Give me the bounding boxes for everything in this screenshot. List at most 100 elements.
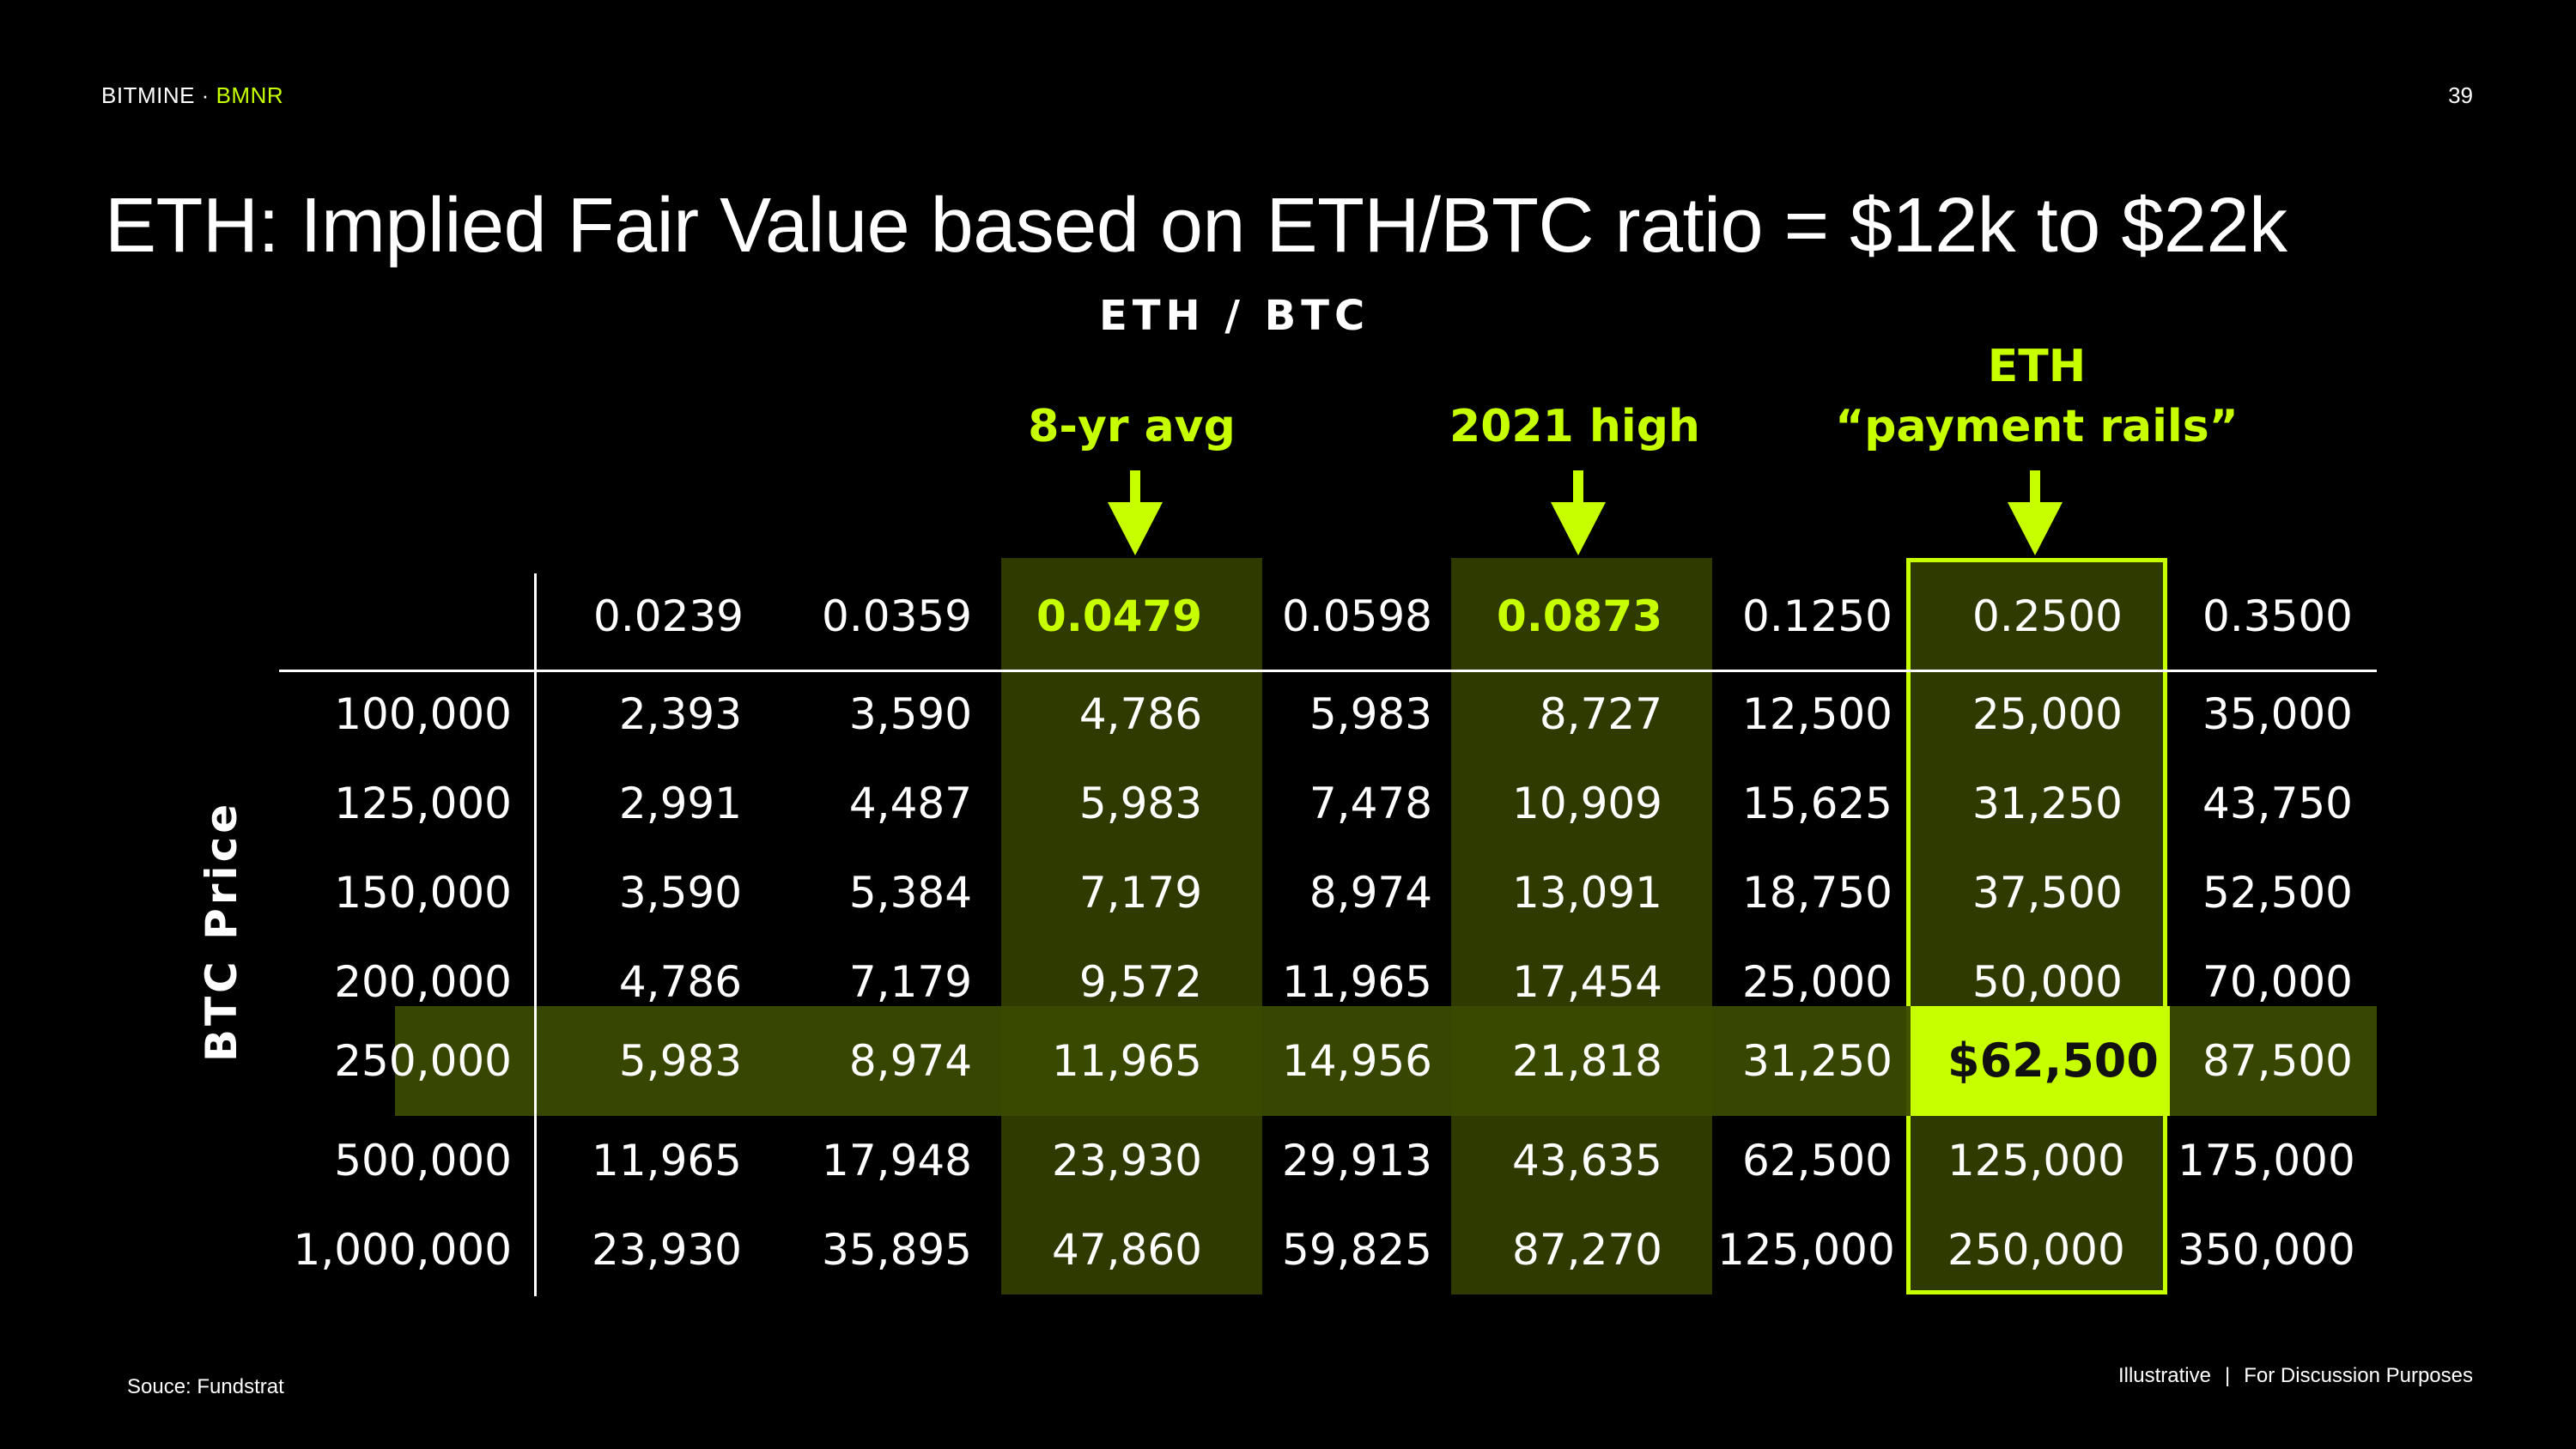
slide-title: ETH: Implied Fair Value based on ETH/BTC…	[105, 183, 2287, 269]
row-axis-label: BTC Price	[197, 800, 246, 1063]
column-header: 0.1250	[1742, 591, 1893, 641]
column-header: 0.0598	[1282, 591, 1432, 641]
eth-value-cell: 3,590	[618, 868, 742, 918]
eth-value-cell: 21,818	[1512, 1036, 1662, 1086]
eth-value-cell: 125,000	[1717, 1225, 1895, 1275]
column-header: 0.0359	[822, 591, 972, 641]
eth-value-cell: 5,983	[1078, 779, 1202, 828]
btc-price-cell: 150,000	[334, 868, 512, 918]
table-row: 250,000 5,983 8,974 11,965 14,956 21,818 31,25…	[0, 1016, 2576, 1106]
eth-value-cell: 4,487	[848, 779, 972, 828]
eth-value-cell: 8,974	[848, 1036, 972, 1086]
column-highlight-payment-rails	[1906, 558, 2167, 1294]
eth-value-cell: 31,250	[1742, 1036, 1893, 1086]
callout-2021-high: 2021 high	[1403, 397, 1747, 457]
eth-value-cell: 7,478	[1309, 779, 1432, 828]
cell-highlight-62500	[1911, 1006, 2170, 1116]
table-row: 125,000 2,991 4,487 5,983 7,478 10,909 15,625 3…	[0, 759, 2576, 848]
eth-value-cell: 11,965	[592, 1136, 742, 1185]
arrow-payment-rails-stem	[2030, 470, 2040, 505]
eth-value-cell: 37,500	[1972, 868, 2123, 918]
eth-value-cell: 87,500	[2202, 1036, 2353, 1086]
eth-value-cell: 11,965	[1282, 957, 1432, 1007]
callout-payment-rails-line1: ETH	[1987, 341, 2087, 392]
eth-value-cell: 59,825	[1282, 1225, 1432, 1275]
eth-value-cell: 13,091	[1512, 868, 1662, 918]
eth-value-cell: 10,909	[1512, 779, 1662, 828]
eth-value-cell: 350,000	[2178, 1225, 2355, 1275]
eth-value-cell: 23,930	[592, 1225, 742, 1275]
brand-name: BITMINE	[101, 82, 195, 108]
btc-price-cell: 200,000	[334, 957, 512, 1007]
eth-value-cell: 87,270	[1512, 1225, 1662, 1275]
eth-value-cell: 14,956	[1282, 1036, 1432, 1086]
eth-value-cell: 50,000	[1972, 957, 2123, 1007]
footer-disclaimer: Illustrative | For Discussion Purposes	[2118, 1364, 2473, 1388]
eth-value-cell: 8,974	[1309, 868, 1432, 918]
table-row: 100,000 2,393 3,590 4,786 5,983 8,727 12,500 25…	[0, 670, 2576, 759]
eth-value-cell: 12,500	[1742, 689, 1893, 739]
btc-price-cell: 250,000	[334, 1036, 512, 1086]
eth-value-cell: 2,393	[618, 689, 742, 739]
btc-price-cell: 500,000	[334, 1136, 512, 1185]
btc-price-cell: 1,000,000	[293, 1225, 512, 1275]
arrow-down-icon	[2008, 502, 2063, 555]
column-header: 0.0239	[593, 591, 744, 641]
eth-value-cell: 5,983	[1309, 689, 1432, 739]
callout-payment-rails: ETH “payment rails”	[1822, 336, 2251, 457]
page-number: 39	[2448, 82, 2473, 108]
column-axis-label: ETH / BTC	[1099, 292, 1370, 340]
eth-value-cell: 17,454	[1512, 957, 1662, 1007]
btc-price-cell: 125,000	[334, 779, 512, 828]
footer-illustrative: Illustrative	[2117, 1364, 2211, 1387]
eth-value-cell: 5,384	[848, 868, 972, 918]
eth-value-cell: 15,625	[1742, 779, 1893, 828]
arrow-down-icon	[1108, 502, 1163, 555]
eth-value-cell: 25,000	[1972, 689, 2123, 739]
callout-8yr-avg-label: 8-yr avg	[1028, 401, 1236, 452]
arrow-down-icon	[1551, 502, 1606, 555]
eth-value-cell: 29,913	[1282, 1136, 1432, 1185]
highlighted-value-cell: $62,500	[1947, 1034, 2159, 1088]
eth-value-cell: 11,965	[1052, 1036, 1202, 1086]
callout-2021-high-label: 2021 high	[1449, 401, 1700, 452]
footer-discussion: For Discussion Purposes	[2244, 1364, 2473, 1387]
source-note: Souce: Fundstrat	[127, 1375, 284, 1398]
callout-payment-rails-line2: “payment rails”	[1835, 401, 2239, 452]
table-row: 200,000 4,786 7,179 9,572 11,965 17,454 25,000…	[0, 937, 2576, 1027]
column-header-highlighted: 0.0873	[1497, 591, 1662, 641]
btc-price-cell: 100,000	[334, 689, 512, 739]
eth-value-cell: 43,635	[1512, 1136, 1662, 1185]
brand-header: BITMINE · BMNR	[101, 82, 283, 109]
eth-value-cell: 3,590	[848, 689, 972, 739]
column-highlight-2021-high	[1451, 558, 1712, 1294]
table-row: 500,000 11,965 17,948 23,930 29,913 43,635 62,…	[0, 1116, 2576, 1205]
table-horizontal-divider	[279, 670, 2377, 672]
eth-value-cell: 5,983	[618, 1036, 742, 1086]
ticker-label: BMNR	[216, 82, 284, 108]
table-row: 1,000,000 23,930 35,895 47,860 59,825 87,270 1…	[0, 1205, 2576, 1294]
eth-value-cell: 7,179	[1078, 868, 1202, 918]
eth-value-cell: 8,727	[1539, 689, 1662, 739]
eth-value-cell: 47,860	[1052, 1225, 1202, 1275]
eth-value-cell: 17,948	[822, 1136, 972, 1185]
column-header-highlighted: 0.0479	[1036, 591, 1202, 641]
eth-value-cell: 125,000	[1947, 1136, 2125, 1185]
eth-value-cell: 250,000	[1947, 1225, 2125, 1275]
eth-value-cell: 62,500	[1742, 1136, 1893, 1185]
eth-value-cell: 18,750	[1742, 868, 1893, 918]
eth-value-cell: 43,750	[2202, 779, 2353, 828]
eth-value-cell: 2,991	[618, 779, 742, 828]
eth-value-cell: 4,786	[1078, 689, 1202, 739]
eth-value-cell: 35,000	[2202, 689, 2353, 739]
table-row: 150,000 3,590 5,384 7,179 8,974 13,091 18,750 3…	[0, 848, 2576, 937]
eth-value-cell: 70,000	[2202, 957, 2353, 1007]
footer-separator: |	[2225, 1364, 2231, 1387]
callout-8yr-avg: 8-yr avg	[960, 397, 1303, 457]
eth-value-cell: 175,000	[2178, 1136, 2355, 1185]
eth-value-cell: 25,000	[1742, 957, 1893, 1007]
eth-value-cell: 7,179	[848, 957, 972, 1007]
arrow-2021-high-stem	[1573, 470, 1583, 505]
eth-value-cell: 35,895	[822, 1225, 972, 1275]
column-header: 0.3500	[2202, 591, 2353, 641]
